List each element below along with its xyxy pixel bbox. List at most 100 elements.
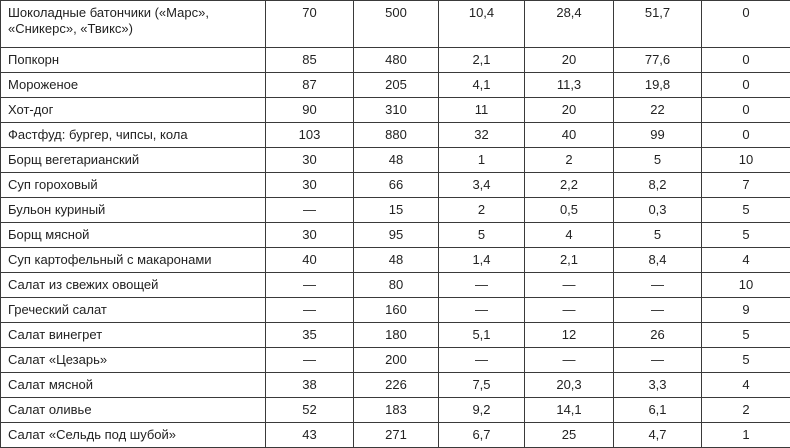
value-cell: 20 <box>525 48 614 73</box>
value-cell: 43 <box>266 423 354 448</box>
value-cell: 51,7 <box>614 1 702 48</box>
value-cell: 2,1 <box>439 48 525 73</box>
value-cell: — <box>439 348 525 373</box>
food-name-cell: Суп картофельный с макаронами <box>1 248 266 273</box>
value-cell: — <box>266 198 354 223</box>
value-cell: 70 <box>266 1 354 48</box>
value-cell: 5 <box>614 148 702 173</box>
value-cell: 0 <box>702 73 790 98</box>
value-cell: 5 <box>702 223 790 248</box>
value-cell: — <box>439 273 525 298</box>
value-cell: 38 <box>266 373 354 398</box>
food-name-cell: Борщ мясной <box>1 223 266 248</box>
value-cell: 160 <box>354 298 439 323</box>
value-cell: 14,1 <box>525 398 614 423</box>
food-name-cell: Греческий салат <box>1 298 266 323</box>
value-cell: 0,3 <box>614 198 702 223</box>
value-cell: 48 <box>354 248 439 273</box>
food-name-cell: Мороженое <box>1 73 266 98</box>
value-cell: 7 <box>702 173 790 198</box>
food-name-cell: Хот-дог <box>1 98 266 123</box>
value-cell: 90 <box>266 98 354 123</box>
value-cell: 10 <box>702 148 790 173</box>
value-cell: 8,2 <box>614 173 702 198</box>
value-cell: 30 <box>266 148 354 173</box>
food-name-cell: Суп гороховый <box>1 173 266 198</box>
value-cell: 77,6 <box>614 48 702 73</box>
value-cell: 880 <box>354 123 439 148</box>
value-cell: 35 <box>266 323 354 348</box>
value-cell: — <box>266 348 354 373</box>
food-name-cell: Салат «Цезарь» <box>1 348 266 373</box>
value-cell: 87 <box>266 73 354 98</box>
value-cell: 52 <box>266 398 354 423</box>
value-cell: 2,1 <box>525 248 614 273</box>
value-cell: 85 <box>266 48 354 73</box>
value-cell: 5 <box>702 323 790 348</box>
value-cell: 5 <box>614 223 702 248</box>
food-name-cell: Бульон куриный <box>1 198 266 223</box>
value-cell: — <box>614 348 702 373</box>
value-cell: 25 <box>525 423 614 448</box>
food-name-cell: Борщ вегетарианский <box>1 148 266 173</box>
value-cell: 310 <box>354 98 439 123</box>
value-cell: 11,3 <box>525 73 614 98</box>
value-cell: 15 <box>354 198 439 223</box>
value-cell: 4,1 <box>439 73 525 98</box>
value-cell: 205 <box>354 73 439 98</box>
value-cell: 22 <box>614 98 702 123</box>
table-row: Салат «Цезарь»—200———5 <box>1 348 790 373</box>
food-name-cell: Салат оливье <box>1 398 266 423</box>
value-cell: 2 <box>702 398 790 423</box>
value-cell: 11 <box>439 98 525 123</box>
value-cell: 20,3 <box>525 373 614 398</box>
value-cell: 3,4 <box>439 173 525 198</box>
value-cell: 1 <box>439 148 525 173</box>
value-cell: 10 <box>702 273 790 298</box>
value-cell: 5,1 <box>439 323 525 348</box>
value-cell: 20 <box>525 98 614 123</box>
value-cell: — <box>266 273 354 298</box>
value-cell: 1,4 <box>439 248 525 273</box>
value-cell: 40 <box>266 248 354 273</box>
value-cell: 0,5 <box>525 198 614 223</box>
value-cell: 30 <box>266 173 354 198</box>
value-cell: 66 <box>354 173 439 198</box>
value-cell: 5 <box>439 223 525 248</box>
value-cell: 9,2 <box>439 398 525 423</box>
table-row: Шоколадные батончики («Марс», «Сникерс»,… <box>1 1 790 48</box>
value-cell: 10,4 <box>439 1 525 48</box>
value-cell: 2 <box>525 148 614 173</box>
food-name-cell: Салат «Сельдь под шубой» <box>1 423 266 448</box>
value-cell: 8,4 <box>614 248 702 273</box>
value-cell: 48 <box>354 148 439 173</box>
value-cell: 4 <box>702 373 790 398</box>
food-name-cell: Фастфуд: бургер, чипсы, кола <box>1 123 266 148</box>
food-name-cell: Шоколадные батончики («Марс», «Сникерс»,… <box>1 1 266 48</box>
value-cell: 19,8 <box>614 73 702 98</box>
value-cell: — <box>439 298 525 323</box>
value-cell: 28,4 <box>525 1 614 48</box>
food-name-cell: Салат мясной <box>1 373 266 398</box>
food-name-cell: Салат винегрет <box>1 323 266 348</box>
value-cell: 226 <box>354 373 439 398</box>
value-cell: — <box>525 348 614 373</box>
value-cell: 2 <box>439 198 525 223</box>
value-cell: 12 <box>525 323 614 348</box>
value-cell: 6,1 <box>614 398 702 423</box>
value-cell: 271 <box>354 423 439 448</box>
value-cell: 1 <box>702 423 790 448</box>
value-cell: 0 <box>702 1 790 48</box>
value-cell: — <box>266 298 354 323</box>
value-cell: 7,5 <box>439 373 525 398</box>
value-cell: 3,3 <box>614 373 702 398</box>
value-cell: 200 <box>354 348 439 373</box>
